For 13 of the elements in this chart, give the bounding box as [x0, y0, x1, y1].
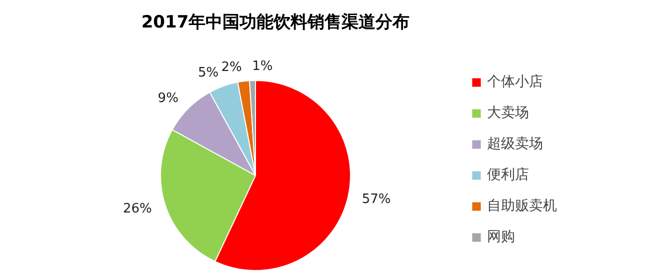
- legend-label: 大卖场: [487, 104, 529, 122]
- legend-label: 个体小店: [487, 73, 543, 91]
- data-label: 2%: [221, 60, 242, 75]
- data-label: 1%: [252, 59, 273, 74]
- data-label: 5%: [198, 65, 219, 80]
- legend-label: 便利店: [487, 166, 529, 184]
- data-label: 9%: [158, 90, 178, 106]
- data-label: 57%: [362, 192, 391, 207]
- data-label: 26%: [122, 202, 152, 217]
- legend-label: 自助贩卖机: [487, 197, 557, 215]
- legend-label: 超级卖场: [487, 135, 543, 153]
- chart-title: 2017年中国功能饮料销售渠道分布: [141, 12, 410, 32]
- legend-label: 网购: [487, 228, 515, 246]
